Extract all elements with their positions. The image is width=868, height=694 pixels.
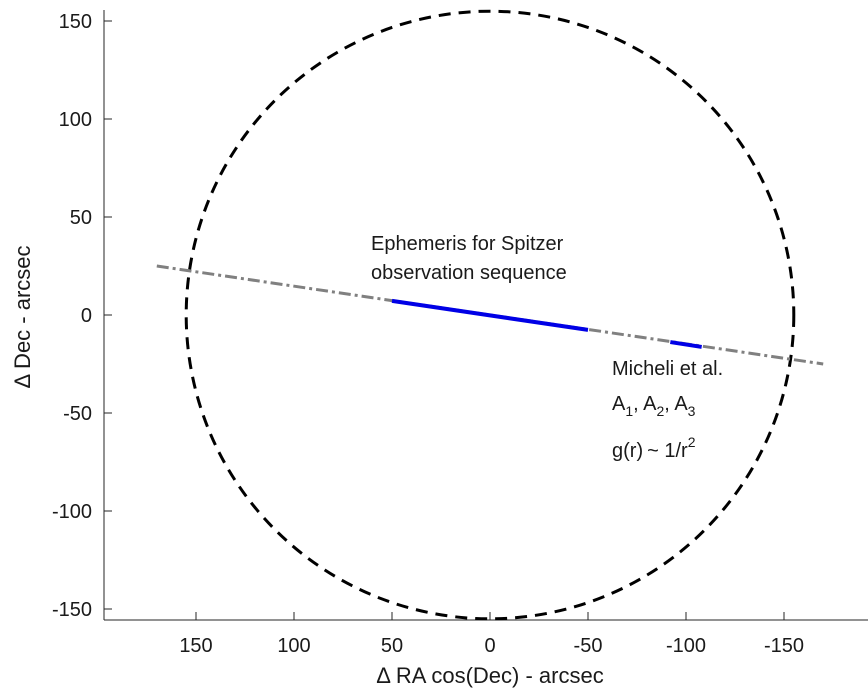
micheli-label: Micheli et al. <box>612 358 723 380</box>
x-tick-label: -150 <box>764 635 804 657</box>
ephemeris-line <box>156 264 824 366</box>
y-axis-label: Δ Dec - arcsec <box>10 245 35 388</box>
x-tick-label: 0 <box>484 635 495 657</box>
x-tick-label: -50 <box>574 635 603 657</box>
ephemeris-annotation-line2: observation sequence <box>371 262 567 284</box>
y-tick-label: 150 <box>59 11 92 33</box>
y-tick-label: 0 <box>81 305 92 327</box>
x-tick-label: 150 <box>179 635 212 657</box>
ephemeris-annotation: Ephemeris for Spitzer observation sequen… <box>371 233 567 284</box>
y-tick-label: -50 <box>63 403 92 425</box>
observation-segment <box>670 340 702 349</box>
y-tick-label: 50 <box>70 207 92 229</box>
micheli-annotation: Micheli et al. A1, A2, A3 g(r) ~ 1/r2 <box>612 358 723 462</box>
x-tick-label: -100 <box>666 635 706 657</box>
g-r-label: g(r) ~ 1/r2 <box>612 434 696 462</box>
x-tick-label: 50 <box>381 635 403 657</box>
y-tick-label: -100 <box>52 501 92 523</box>
y-tick-label: -150 <box>52 599 92 621</box>
ephemeris-annotation-line1: Ephemeris for Spitzer <box>371 233 564 255</box>
y-tick-label: 100 <box>59 109 92 131</box>
plot-area <box>156 9 824 621</box>
x-axis-label: Δ RA cos(Dec) - arcsec <box>376 663 603 688</box>
x-tick-label: 100 <box>277 635 310 657</box>
outer-boundary-circle <box>184 9 796 621</box>
observation-segment <box>391 298 589 332</box>
a-parameters-label: A1, A2, A3 <box>612 393 696 419</box>
axes: 150 100 50 0 -50 -100 -150 150 100 50 0 -50 -100 -150 <box>52 10 868 657</box>
